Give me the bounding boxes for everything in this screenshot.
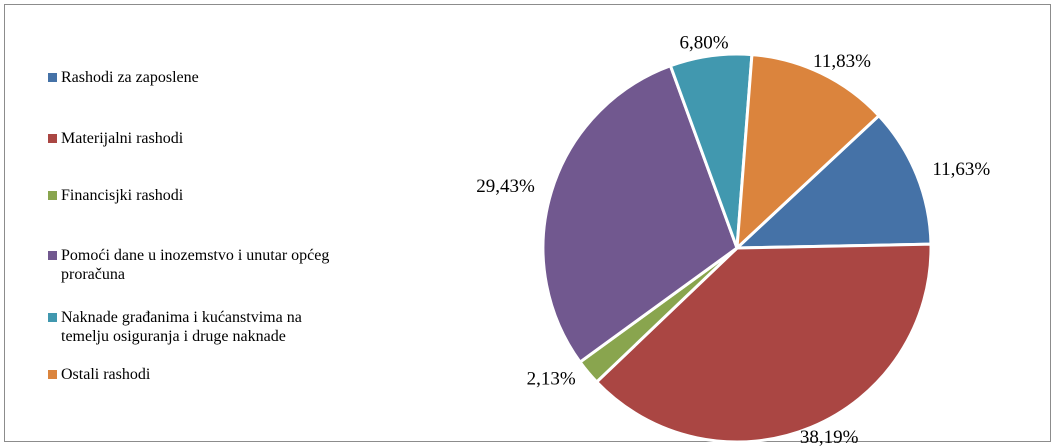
legend-item: Pomoći dane u inozemstvo i unutar općeg …: [48, 246, 348, 284]
legend-swatch: [48, 134, 57, 143]
legend-swatch: [48, 73, 57, 82]
legend-label: Ostali rashodi: [61, 366, 151, 383]
pie-slice: [594, 242, 933, 444]
pie-slice: [541, 63, 739, 365]
legend-swatch: [48, 313, 57, 322]
data-label: 11,83%: [813, 51, 871, 72]
legend-label: Financisjki rashodi: [61, 187, 184, 204]
legend-item: Materijalni rashodi: [48, 129, 348, 148]
legend-swatch: [48, 191, 57, 200]
data-label: 11,63%: [932, 159, 990, 180]
legend-label: Materijalni rashodi: [61, 130, 184, 147]
legend-swatch: [48, 370, 57, 379]
pie-slice: [735, 52, 882, 252]
legend-label: Pomoći dane u inozemstvo i unutar općeg …: [61, 247, 330, 283]
legend-label: Naknade građanima i kućanstvima na temel…: [61, 309, 302, 345]
legend-item: Naknade građanima i kućanstvima na temel…: [48, 308, 348, 346]
legend-item: Ostali rashodi: [48, 365, 348, 384]
legend-item: Rashodi za zaposlene: [48, 68, 348, 87]
data-label: 6,80%: [680, 32, 729, 53]
legend-swatch: [48, 251, 57, 260]
data-label: 2,13%: [527, 368, 576, 389]
data-label: 38,19%: [800, 427, 859, 447]
chart-frame: [4, 4, 1051, 442]
legend-item: Financisjki rashodi: [48, 186, 348, 205]
legend-label: Rashodi za zaposlene: [61, 69, 199, 86]
data-label: 29,43%: [476, 176, 535, 197]
pie-slice: [733, 113, 933, 250]
